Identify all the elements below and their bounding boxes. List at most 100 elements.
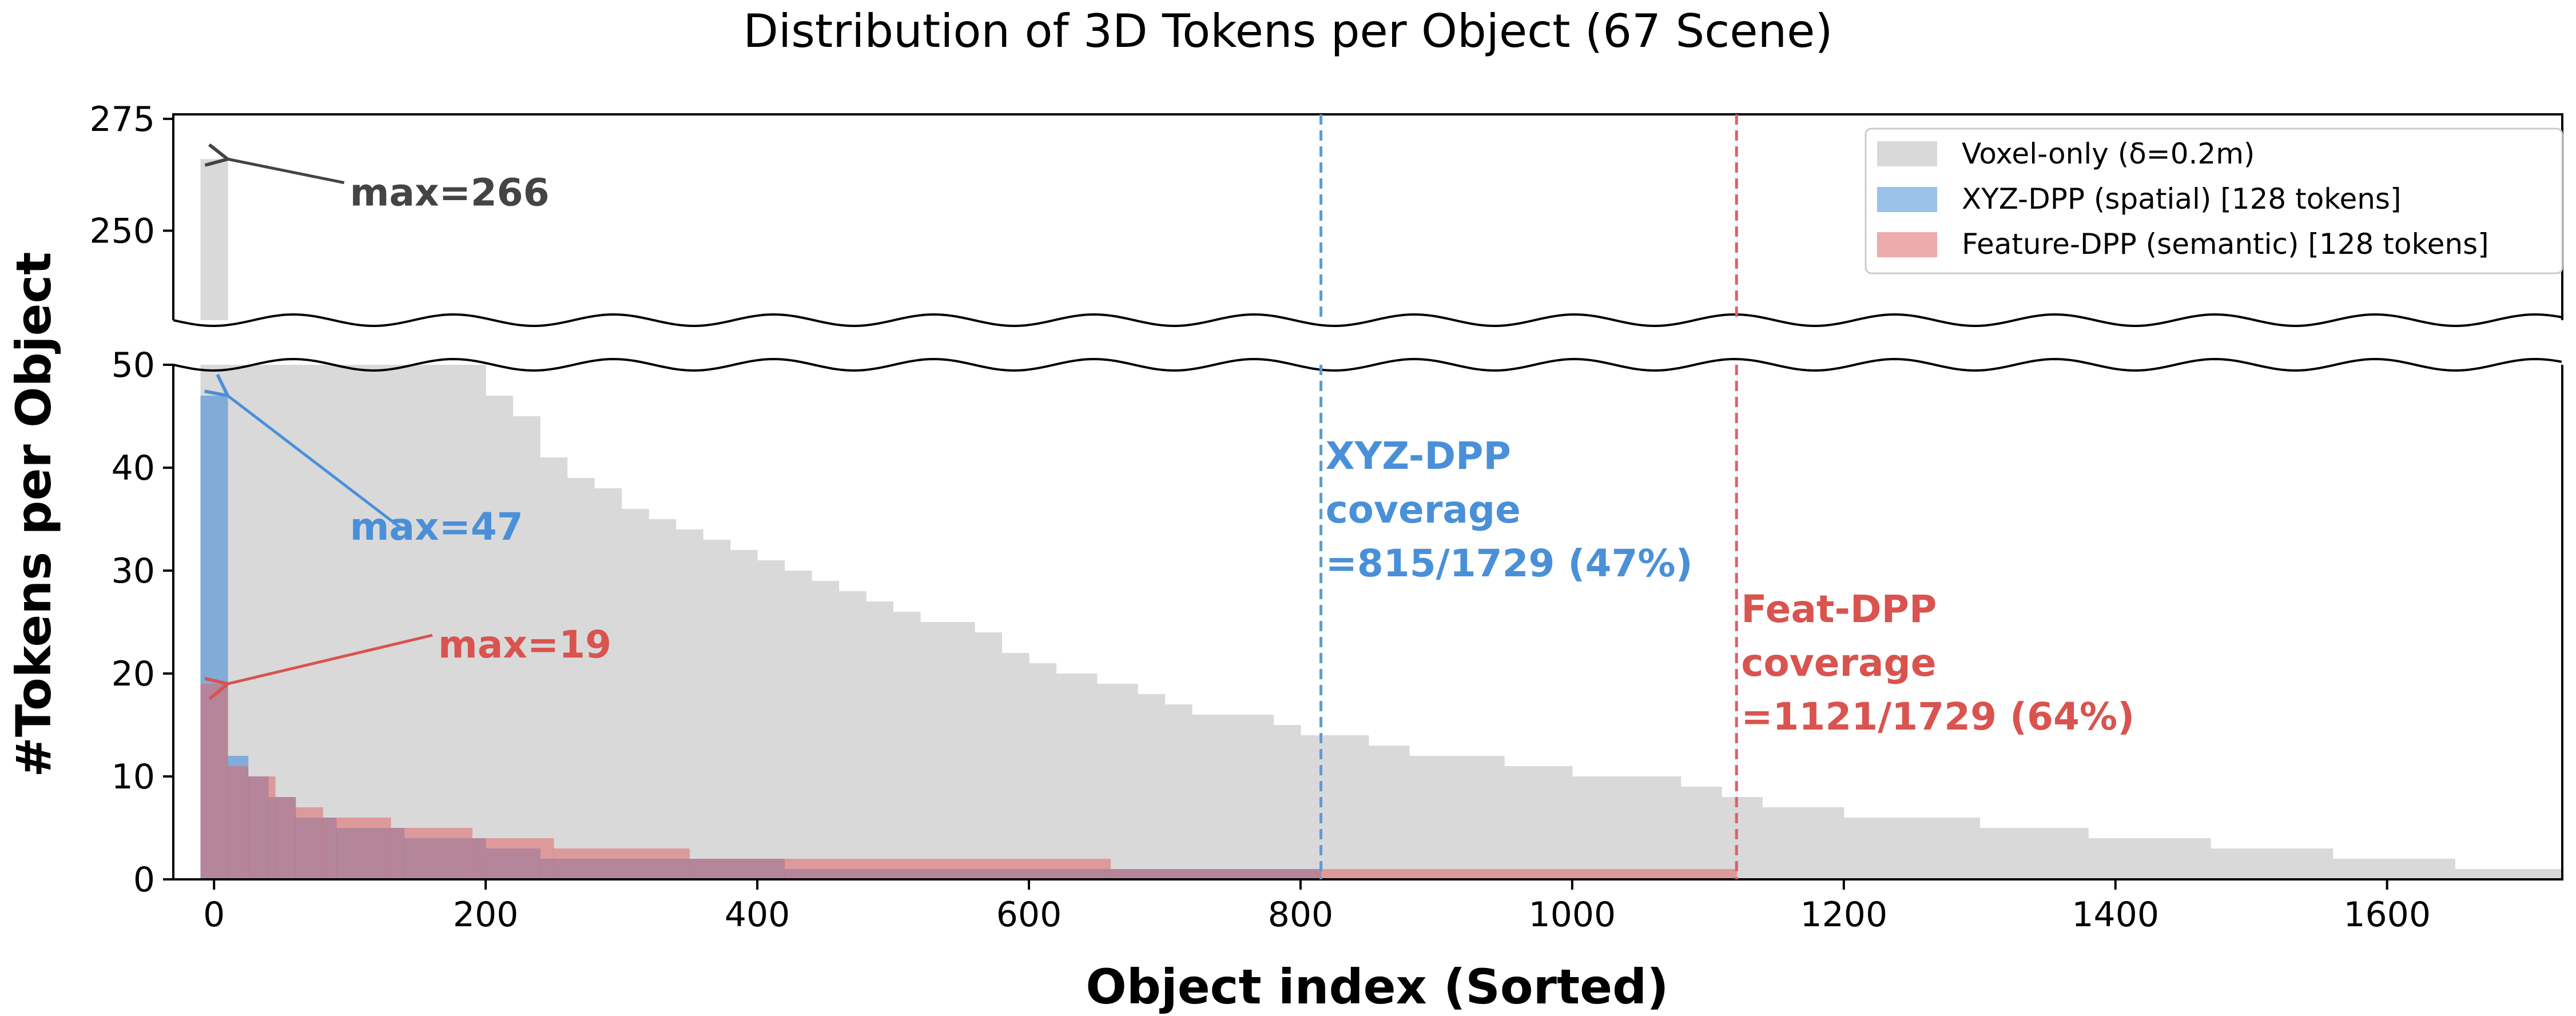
legend: Voxel-only (δ=0.2m) XYZ-DPP (spatial) [1… <box>1865 128 2563 274</box>
feat-bar <box>200 684 228 879</box>
feat-bar <box>275 797 296 879</box>
x-tick-label: 400 <box>725 895 790 935</box>
legend-swatch-xyz <box>1877 187 1937 212</box>
max-feat-arrow <box>228 633 433 684</box>
max-xyz-arrow <box>228 396 403 529</box>
voxel-bar <box>1096 684 1138 879</box>
upper-bars <box>200 159 228 320</box>
upper-break-wave <box>173 313 2562 328</box>
max-xyz-label: max=47 <box>350 505 523 549</box>
voxel-bar <box>594 488 622 879</box>
voxel-bar <box>486 396 514 879</box>
legend-label-feat: Feature-DPP (semantic) [128 tokens] <box>1962 228 2489 261</box>
voxel-bar <box>1722 797 1763 879</box>
voxel-bar <box>1762 807 1844 879</box>
voxel-bar <box>540 457 568 879</box>
legend-swatch-voxel <box>1877 141 1937 166</box>
x-tick-label: 1200 <box>1800 895 1887 935</box>
chart-title: Distribution of 3D Tokens per Object (67… <box>743 5 1832 58</box>
y-tick-label: 30 <box>112 551 155 591</box>
voxel-bar <box>838 591 866 879</box>
feat-bar <box>472 838 554 879</box>
x-tick-label: 0 <box>203 895 225 935</box>
feat-bar <box>295 807 323 879</box>
voxel-bar <box>1029 663 1057 879</box>
feat-bar <box>1110 869 1737 879</box>
x-tick-label: 800 <box>1268 895 1334 935</box>
voxel-bar <box>1680 787 1722 879</box>
y-tick-label: 20 <box>112 654 155 694</box>
voxel-bar <box>1273 725 1301 879</box>
feat-coverage-label: Feat-DPP <box>1741 587 1937 631</box>
feat-coverage-label: =1121/1729 (64%) <box>1741 695 2134 739</box>
voxel-bar <box>1979 828 2089 879</box>
y-tick-label: 10 <box>112 757 155 797</box>
y-tick-label-upper: 250 <box>89 211 155 251</box>
legend-frame <box>1865 128 2563 274</box>
lower-break-wave <box>173 357 2562 372</box>
voxel-bar <box>649 519 677 879</box>
legend-label-xyz: XYZ-DPP (spatial) [128 tokens] <box>1962 182 2401 216</box>
voxel-bar <box>1164 704 1192 879</box>
voxel-bar <box>1137 694 1166 879</box>
voxel-bar <box>255 365 486 879</box>
voxel-bar <box>1409 756 1505 879</box>
voxel-bar <box>1300 735 1369 879</box>
voxel-bar <box>893 612 921 879</box>
voxel-bar <box>675 529 703 879</box>
x-tick-label: 200 <box>453 895 519 935</box>
x-tick-label: 1000 <box>1529 895 1616 935</box>
x-tick-label: 600 <box>996 895 1062 935</box>
voxel-bar <box>2210 848 2333 879</box>
y-axis-label: #Tokens per Object <box>6 252 62 778</box>
feat-bar <box>227 766 249 879</box>
y-tick-label: 50 <box>112 345 155 385</box>
y-tick-label: 0 <box>133 860 155 900</box>
x-tick-label: 1600 <box>2343 895 2431 935</box>
xyz-coverage-label: XYZ-DPP <box>1326 434 1511 478</box>
y-tick-label-upper: 275 <box>89 99 155 140</box>
voxel-bar-upper <box>200 159 228 320</box>
max-voxel-label: max=266 <box>350 171 550 215</box>
voxel-bar <box>975 632 1003 879</box>
voxel-bar <box>1368 746 1410 879</box>
x-axis-label: Object index (Sorted) <box>1086 959 1668 1015</box>
voxel-bar <box>920 622 975 879</box>
voxel-bar <box>1001 653 1029 879</box>
x-ticks: 0 200 400 600 800 1000 1200 1400 1600 <box>203 879 2431 935</box>
voxel-bar <box>2088 838 2211 879</box>
feat-bar <box>553 848 690 879</box>
legend-swatch-feat <box>1877 232 1937 257</box>
lower-bars <box>200 365 2562 879</box>
feat-bar <box>323 818 391 879</box>
voxel-bar <box>512 416 540 879</box>
voxel-bar <box>1191 715 1274 879</box>
coverage-lines <box>1319 114 1738 879</box>
voxel-bar <box>730 550 758 879</box>
lower-y-ticks: 0 10 20 30 40 50 <box>112 345 173 900</box>
voxel-bar <box>784 571 812 879</box>
lower-frame-lines <box>172 365 2563 880</box>
voxel-bar <box>757 560 785 879</box>
voxel-bar <box>1843 818 1980 879</box>
lower-frame <box>172 357 2563 880</box>
legend-label-voxel: Voxel-only (δ=0.2m) <box>1962 137 2255 170</box>
upper-y-ticks: 250 275 <box>89 99 173 251</box>
feat-bar <box>689 859 1111 879</box>
voxel-bar <box>2455 869 2562 879</box>
voxel-bar <box>2332 859 2456 879</box>
max-feat-label: max=19 <box>438 623 611 667</box>
max-voxel-arrow <box>228 159 345 185</box>
x-tick-label: 1400 <box>2072 895 2159 935</box>
voxel-bar <box>1504 766 1573 879</box>
feat-bar <box>248 776 276 879</box>
voxel-bar <box>703 540 731 879</box>
voxel-bar <box>866 601 894 879</box>
lower-panel: 0 10 20 30 40 50 0 200 400 600 800 1000 1200 1400 160… <box>112 345 2563 935</box>
xyz-coverage-label: =815/1729 (47%) <box>1326 541 1693 585</box>
voxel-bar <box>567 478 595 879</box>
y-tick-label: 40 <box>112 448 155 488</box>
xyz-coverage-label: coverage <box>1326 488 1521 532</box>
voxel-bar <box>1056 674 1098 879</box>
